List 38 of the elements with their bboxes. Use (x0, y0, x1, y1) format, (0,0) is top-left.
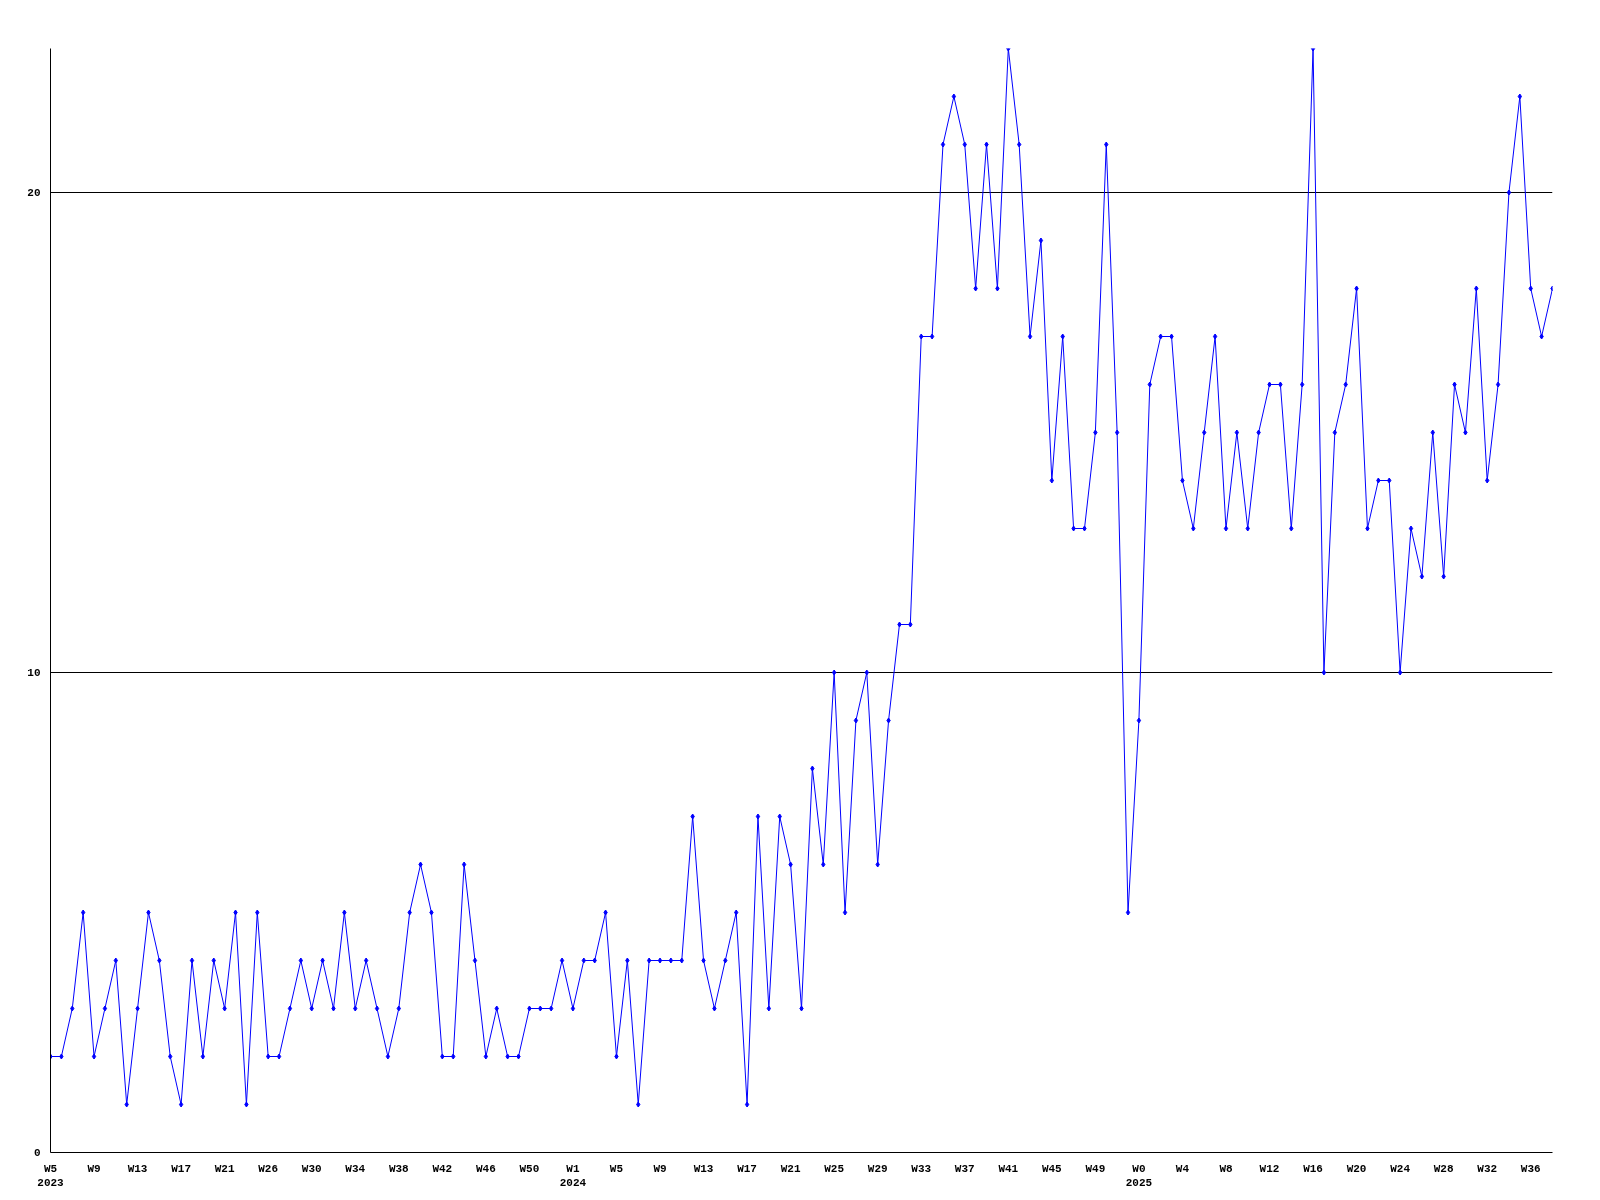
x-tick-label: W5 2023 (37, 1162, 65, 1189)
x-tick-label: W12 (1259, 1162, 1280, 1175)
x-tick-label: W26 (258, 1162, 279, 1175)
x-tick-label: W38 (388, 1162, 410, 1175)
x-tick-label: W17 (171, 1162, 192, 1175)
x-tick-label: W5 (609, 1162, 624, 1175)
x-tick-label: W45 (1041, 1162, 1063, 1175)
x-tick-label: W21 (780, 1162, 801, 1175)
x-tick-label: W25 (824, 1162, 845, 1175)
x-tick-label: W34 (345, 1162, 366, 1175)
x-tick-label: W4 (1175, 1162, 1190, 1175)
x-tick-label: W50 (519, 1162, 540, 1175)
x-tick-label: W49 (1085, 1162, 1106, 1175)
y-tick-label: 20 (27, 187, 41, 199)
x-tick-label: W13 (693, 1162, 714, 1175)
y-tick-label: 10 (27, 667, 41, 679)
x-tick-label: W0 2025 (1125, 1162, 1153, 1189)
x-tick-label: W29 (867, 1162, 888, 1175)
x-tick-label: W8 (1219, 1162, 1233, 1175)
x-tick-label: W21 (214, 1162, 235, 1175)
x-tick-label: W42 (432, 1162, 453, 1175)
x-tick-label: W37 (954, 1162, 975, 1175)
x-tick-label: W30 (301, 1162, 322, 1175)
x-tick-label: W24 (1390, 1162, 1411, 1175)
x-tick-label: W36 (1520, 1162, 1541, 1175)
x-tick-label: W17 (737, 1162, 757, 1175)
x-tick-label: W20 (1346, 1162, 1367, 1175)
x-tick-label: W1 2024 (559, 1162, 587, 1189)
x-tick-label: W33 (911, 1162, 932, 1175)
x-tick-label: W9 (87, 1162, 101, 1175)
x-tick-label: W28 (1433, 1162, 1454, 1175)
y-tick-label: 0 (33, 1147, 41, 1159)
x-tick-label: W16 (1303, 1162, 1323, 1175)
x-tick-label: W9 (653, 1162, 667, 1175)
x-tick-label: W13 (127, 1162, 148, 1175)
x-tick-label: W41 (998, 1162, 1019, 1175)
x-tick-label: W46 (475, 1162, 496, 1175)
x-tick-label: W32 (1477, 1162, 1498, 1175)
